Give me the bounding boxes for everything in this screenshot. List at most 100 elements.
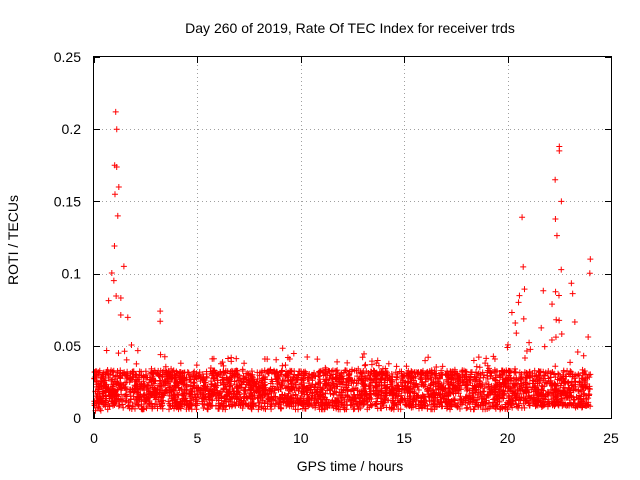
data-point [314,356,321,363]
data-point [520,315,527,322]
data-point [372,378,379,385]
data-point [362,361,369,368]
x-tick-label: 20 [500,430,516,446]
data-point [375,362,382,369]
data-point-peak [558,198,565,205]
data-point [579,403,586,410]
data-point [197,387,204,394]
data-point [528,386,535,393]
data-point [510,384,517,391]
data-point [511,383,518,390]
data-point [382,395,389,402]
data-point [439,403,446,410]
data-point [199,401,206,408]
data-point [305,374,312,381]
data-point [116,382,123,389]
data-point [241,390,248,397]
data-point [357,405,364,412]
data-point-peak [113,126,120,133]
data-point [187,376,194,383]
data-point [378,368,385,375]
data-point [166,392,173,399]
data-point [347,397,354,404]
data-point [290,403,297,410]
data-point [119,395,126,402]
data-point [418,395,425,402]
data-point [273,397,280,404]
data-point [586,270,593,277]
data-point-peak [519,214,526,221]
data-point [415,387,422,394]
data-point [473,376,480,383]
data-point [491,396,498,403]
data-point [268,401,275,408]
data-point [221,397,228,404]
data-point [409,374,416,381]
data-point [170,386,177,393]
data-point [210,391,217,398]
data-point [282,362,289,369]
data-point [557,391,564,398]
data-point [110,277,117,284]
data-point [397,397,404,404]
data-point [437,391,444,398]
data-point [449,369,456,376]
data-point [518,380,525,387]
data-point [366,383,373,390]
data-point [321,406,328,413]
data-point [526,398,533,405]
data-point [312,404,319,411]
data-point [469,399,476,406]
data-point [208,381,215,388]
data-point [157,351,164,358]
data-point [455,380,462,387]
data-point [567,359,574,366]
data-point [183,386,190,393]
data-point [265,394,272,401]
data-point [140,378,147,385]
data-point [576,372,583,379]
data-point [371,368,378,375]
data-point [115,398,122,405]
data-point [139,406,146,413]
data-point [291,371,298,378]
axis-tick-labels: 0 5 10 15 20 25 0 0.05 0.1 0.15 0.2 0.25 [54,49,619,446]
data-point [485,383,492,390]
data-point [348,401,355,408]
data-point [447,376,454,383]
data-point [394,382,401,389]
data-point [523,348,530,355]
data-point [236,383,243,390]
data-point [394,374,401,381]
data-point [127,388,134,395]
data-point [341,384,348,391]
data-point [134,389,141,396]
data-point [551,389,558,396]
data-point [256,398,263,405]
data-point [282,372,289,379]
data-point [128,341,135,348]
data-point [156,390,163,397]
data-point [578,404,585,411]
data-point [392,369,399,376]
data-point [331,385,338,392]
data-point [104,406,111,413]
data-point [445,381,452,388]
data-point [364,401,371,408]
data-point [334,358,341,365]
data-point [248,368,255,375]
data-point [521,286,528,293]
data-point [132,400,139,406]
data-point [561,378,568,385]
data-point [538,404,545,411]
data-point [324,387,331,394]
data-point [159,405,166,412]
axis-ticks [94,57,612,419]
data-point [222,369,229,376]
data-point [151,367,158,374]
data-point [127,377,134,384]
data-point [334,398,341,405]
data-point [556,317,563,324]
data-point [465,396,472,403]
data-point [368,361,375,368]
